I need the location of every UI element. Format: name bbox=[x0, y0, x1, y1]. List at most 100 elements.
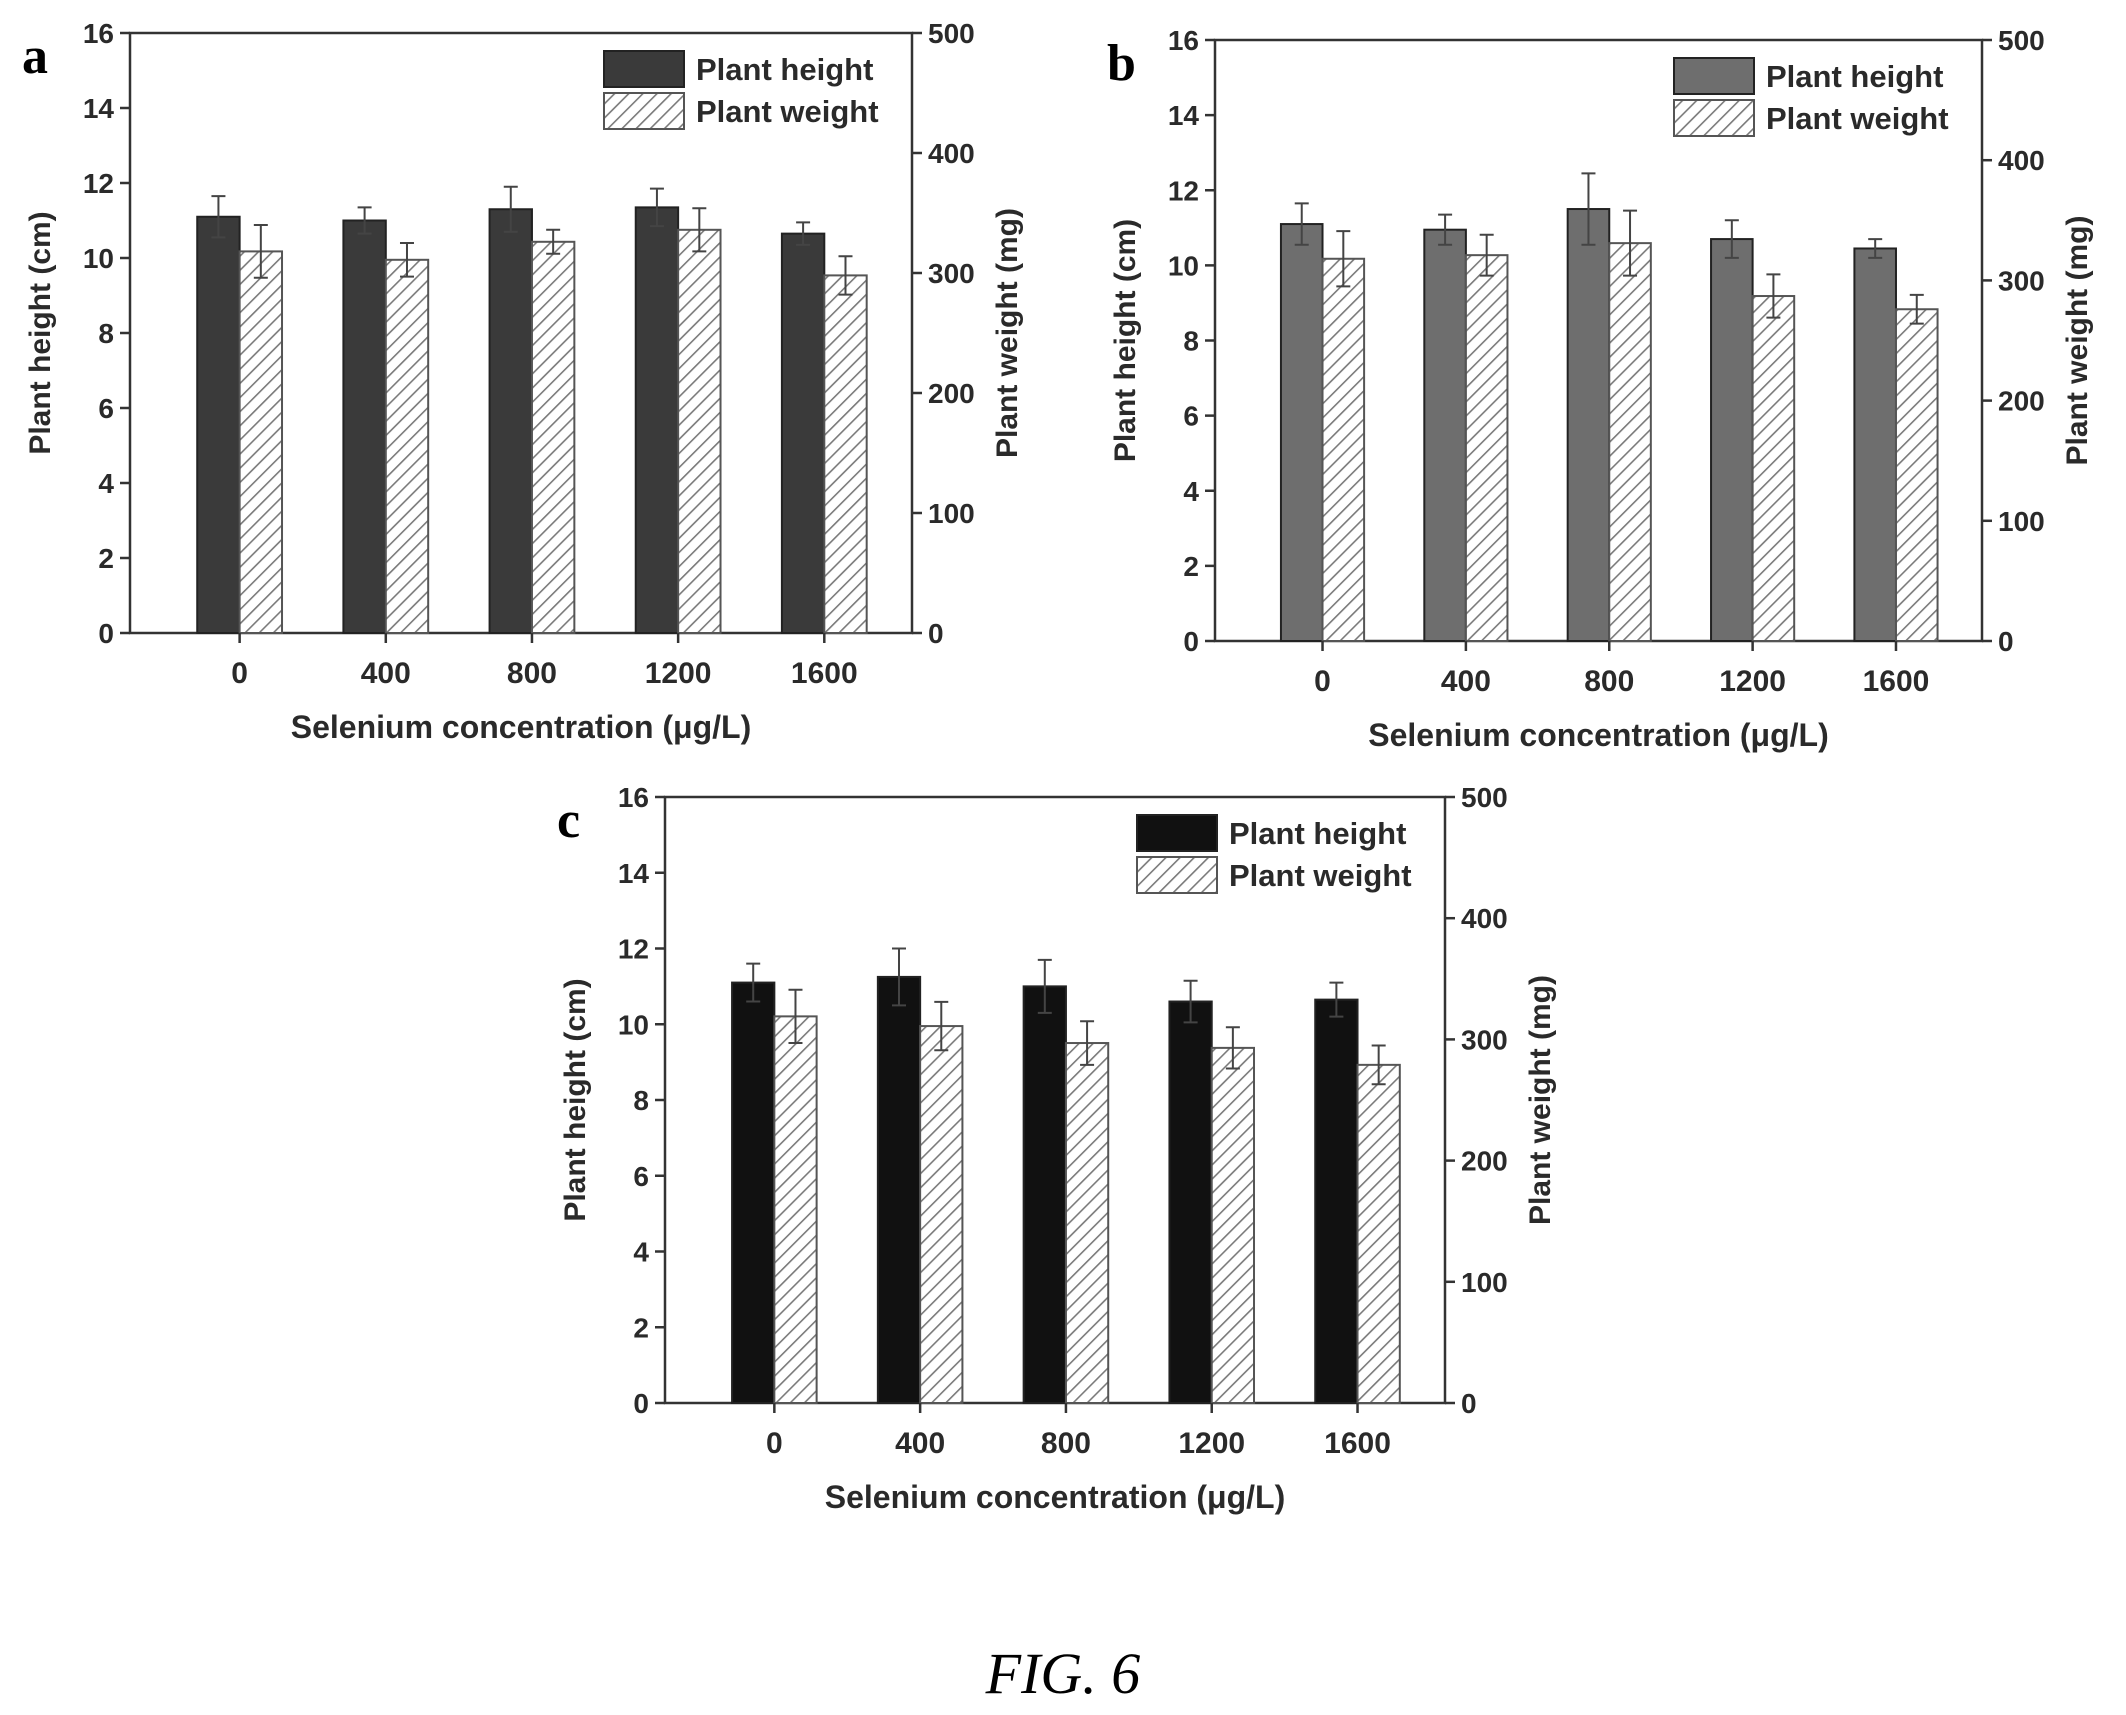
legend-label-plant-height: Plant height bbox=[1229, 816, 1406, 851]
x-tick-label: 400 bbox=[1441, 665, 1491, 698]
legend-swatch-plant-weight bbox=[603, 92, 685, 130]
legend-swatch-plant-height bbox=[603, 50, 685, 88]
bar-plant-height bbox=[1279, 223, 1324, 642]
bar-plant-height bbox=[342, 219, 387, 634]
legend-label-plant-weight: Plant weight bbox=[696, 94, 879, 129]
y-tick-label: 0 bbox=[98, 618, 114, 649]
x-tick-label: 0 bbox=[231, 657, 248, 690]
error-bar-plant-height bbox=[211, 195, 226, 239]
bar-plant-height bbox=[876, 975, 922, 1404]
error-bar-plant-weight bbox=[934, 1000, 949, 1052]
error-bar-plant-weight bbox=[788, 988, 803, 1045]
y-tick-label: 16 bbox=[83, 18, 114, 49]
y2-tick-label: 500 bbox=[1461, 782, 1508, 813]
bar-plant-height bbox=[780, 232, 826, 634]
error-bar-plant-weight bbox=[1336, 230, 1351, 288]
y-tick-label: 12 bbox=[83, 168, 114, 199]
x-tick-label: 400 bbox=[895, 1427, 945, 1460]
error-bar-plant-weight bbox=[1479, 233, 1494, 277]
y-tick-label: 6 bbox=[633, 1161, 649, 1192]
error-bar-plant-height bbox=[1438, 213, 1453, 246]
x-tick-label: 400 bbox=[361, 657, 411, 690]
error-bar-plant-height bbox=[1329, 981, 1344, 1018]
error-bar-plant-weight bbox=[546, 228, 561, 255]
x-tick-label: 1600 bbox=[791, 657, 858, 690]
y2-tick-label: 200 bbox=[1461, 1146, 1508, 1177]
bar-plant-height bbox=[1423, 228, 1467, 643]
bar-plant-weight bbox=[677, 228, 722, 635]
error-bar-plant-height bbox=[1183, 979, 1198, 1024]
y2-tick-label: 0 bbox=[928, 618, 944, 649]
panel-label: a bbox=[22, 28, 48, 85]
error-bar-plant-weight bbox=[1623, 209, 1638, 277]
y2-axis-label: Plant weight (mg) bbox=[2061, 216, 2094, 466]
y-tick-label: 10 bbox=[1168, 250, 1199, 281]
y-tick-label: 16 bbox=[618, 782, 649, 813]
legend-label-plant-height: Plant height bbox=[1766, 59, 1943, 94]
chart-panel-c: c 0 2 4 6 8 10 12 14 16 0 100 200 300 400 500 0 400 800 120… bbox=[557, 782, 1557, 1515]
y2-tick-label: 0 bbox=[1461, 1388, 1477, 1419]
y2-tick-label: 400 bbox=[1461, 903, 1508, 934]
error-bar-plant-height bbox=[796, 221, 811, 246]
error-bar-plant-weight bbox=[1766, 273, 1781, 319]
y-tick-label: 14 bbox=[618, 858, 650, 889]
y2-axis-label: Plant weight (mg) bbox=[991, 208, 1024, 458]
y-tick-label: 2 bbox=[98, 543, 114, 574]
bar-plant-height bbox=[1022, 985, 1067, 1404]
bar-plant-weight bbox=[238, 250, 284, 634]
error-bar-plant-weight bbox=[1225, 1026, 1240, 1070]
bar-plant-height bbox=[731, 981, 776, 1405]
x-axis-label: Selenium concentration (μg/L) bbox=[825, 1479, 1286, 1515]
x-tick-label: 800 bbox=[1041, 1427, 1091, 1460]
y2-tick-label: 400 bbox=[1998, 145, 2045, 176]
x-tick-label: 800 bbox=[507, 657, 557, 690]
error-bar-plant-weight bbox=[1909, 293, 1924, 325]
error-bar-plant-height bbox=[503, 185, 518, 233]
bar-plant-weight bbox=[1464, 254, 1509, 643]
error-bar-plant-height bbox=[649, 187, 664, 228]
x-tick-label: 800 bbox=[1584, 665, 1634, 698]
y-tick-label: 16 bbox=[1168, 25, 1199, 56]
y-tick-label: 10 bbox=[618, 1009, 649, 1040]
error-bar-plant-height bbox=[1868, 238, 1883, 259]
bar-plant-weight bbox=[823, 274, 868, 634]
y2-tick-label: 400 bbox=[928, 138, 975, 169]
y2-tick-label: 100 bbox=[1461, 1267, 1508, 1298]
error-bar-plant-weight bbox=[1080, 1020, 1095, 1066]
x-tick-label: 0 bbox=[1314, 665, 1331, 698]
y2-tick-label: 300 bbox=[1998, 265, 2045, 296]
y-tick-label: 4 bbox=[98, 468, 114, 499]
y2-tick-label: 300 bbox=[1461, 1024, 1508, 1055]
y-tick-label: 4 bbox=[633, 1237, 649, 1268]
y-tick-label: 0 bbox=[633, 1388, 649, 1419]
y-tick-label: 14 bbox=[83, 93, 115, 124]
y-tick-label: 2 bbox=[1183, 551, 1199, 582]
bar-plant-weight bbox=[1356, 1063, 1401, 1405]
bar-plant-weight bbox=[1064, 1042, 1110, 1404]
y2-tick-label: 100 bbox=[1998, 506, 2045, 537]
legend-swatch-plant-height bbox=[1673, 57, 1755, 95]
error-bar-plant-weight bbox=[692, 207, 707, 253]
y-tick-label: 14 bbox=[1168, 100, 1200, 131]
y2-tick-label: 500 bbox=[1998, 25, 2045, 56]
legend-swatch-plant-weight bbox=[1136, 856, 1218, 894]
y-tick-label: 6 bbox=[98, 393, 114, 424]
y-tick-label: 8 bbox=[1183, 326, 1199, 357]
y-tick-label: 6 bbox=[1183, 401, 1199, 432]
y-tick-label: 12 bbox=[1168, 175, 1199, 206]
bar-plant-weight bbox=[530, 240, 576, 635]
y-axis-label: Plant height (cm) bbox=[24, 211, 57, 454]
y2-tick-label: 300 bbox=[928, 258, 975, 289]
y2-tick-label: 200 bbox=[928, 378, 975, 409]
error-bar-plant-weight bbox=[1371, 1044, 1386, 1086]
error-bar-plant-height bbox=[892, 947, 906, 1007]
bar-plant-weight bbox=[1321, 257, 1366, 642]
bar-plant-height bbox=[196, 215, 241, 634]
y-tick-label: 0 bbox=[1183, 626, 1199, 657]
legend-label-plant-weight: Plant weight bbox=[1229, 858, 1412, 893]
legend-swatch-plant-weight bbox=[1673, 99, 1755, 137]
bar-plant-height bbox=[1710, 238, 1754, 643]
error-bar-plant-height bbox=[746, 962, 761, 1003]
